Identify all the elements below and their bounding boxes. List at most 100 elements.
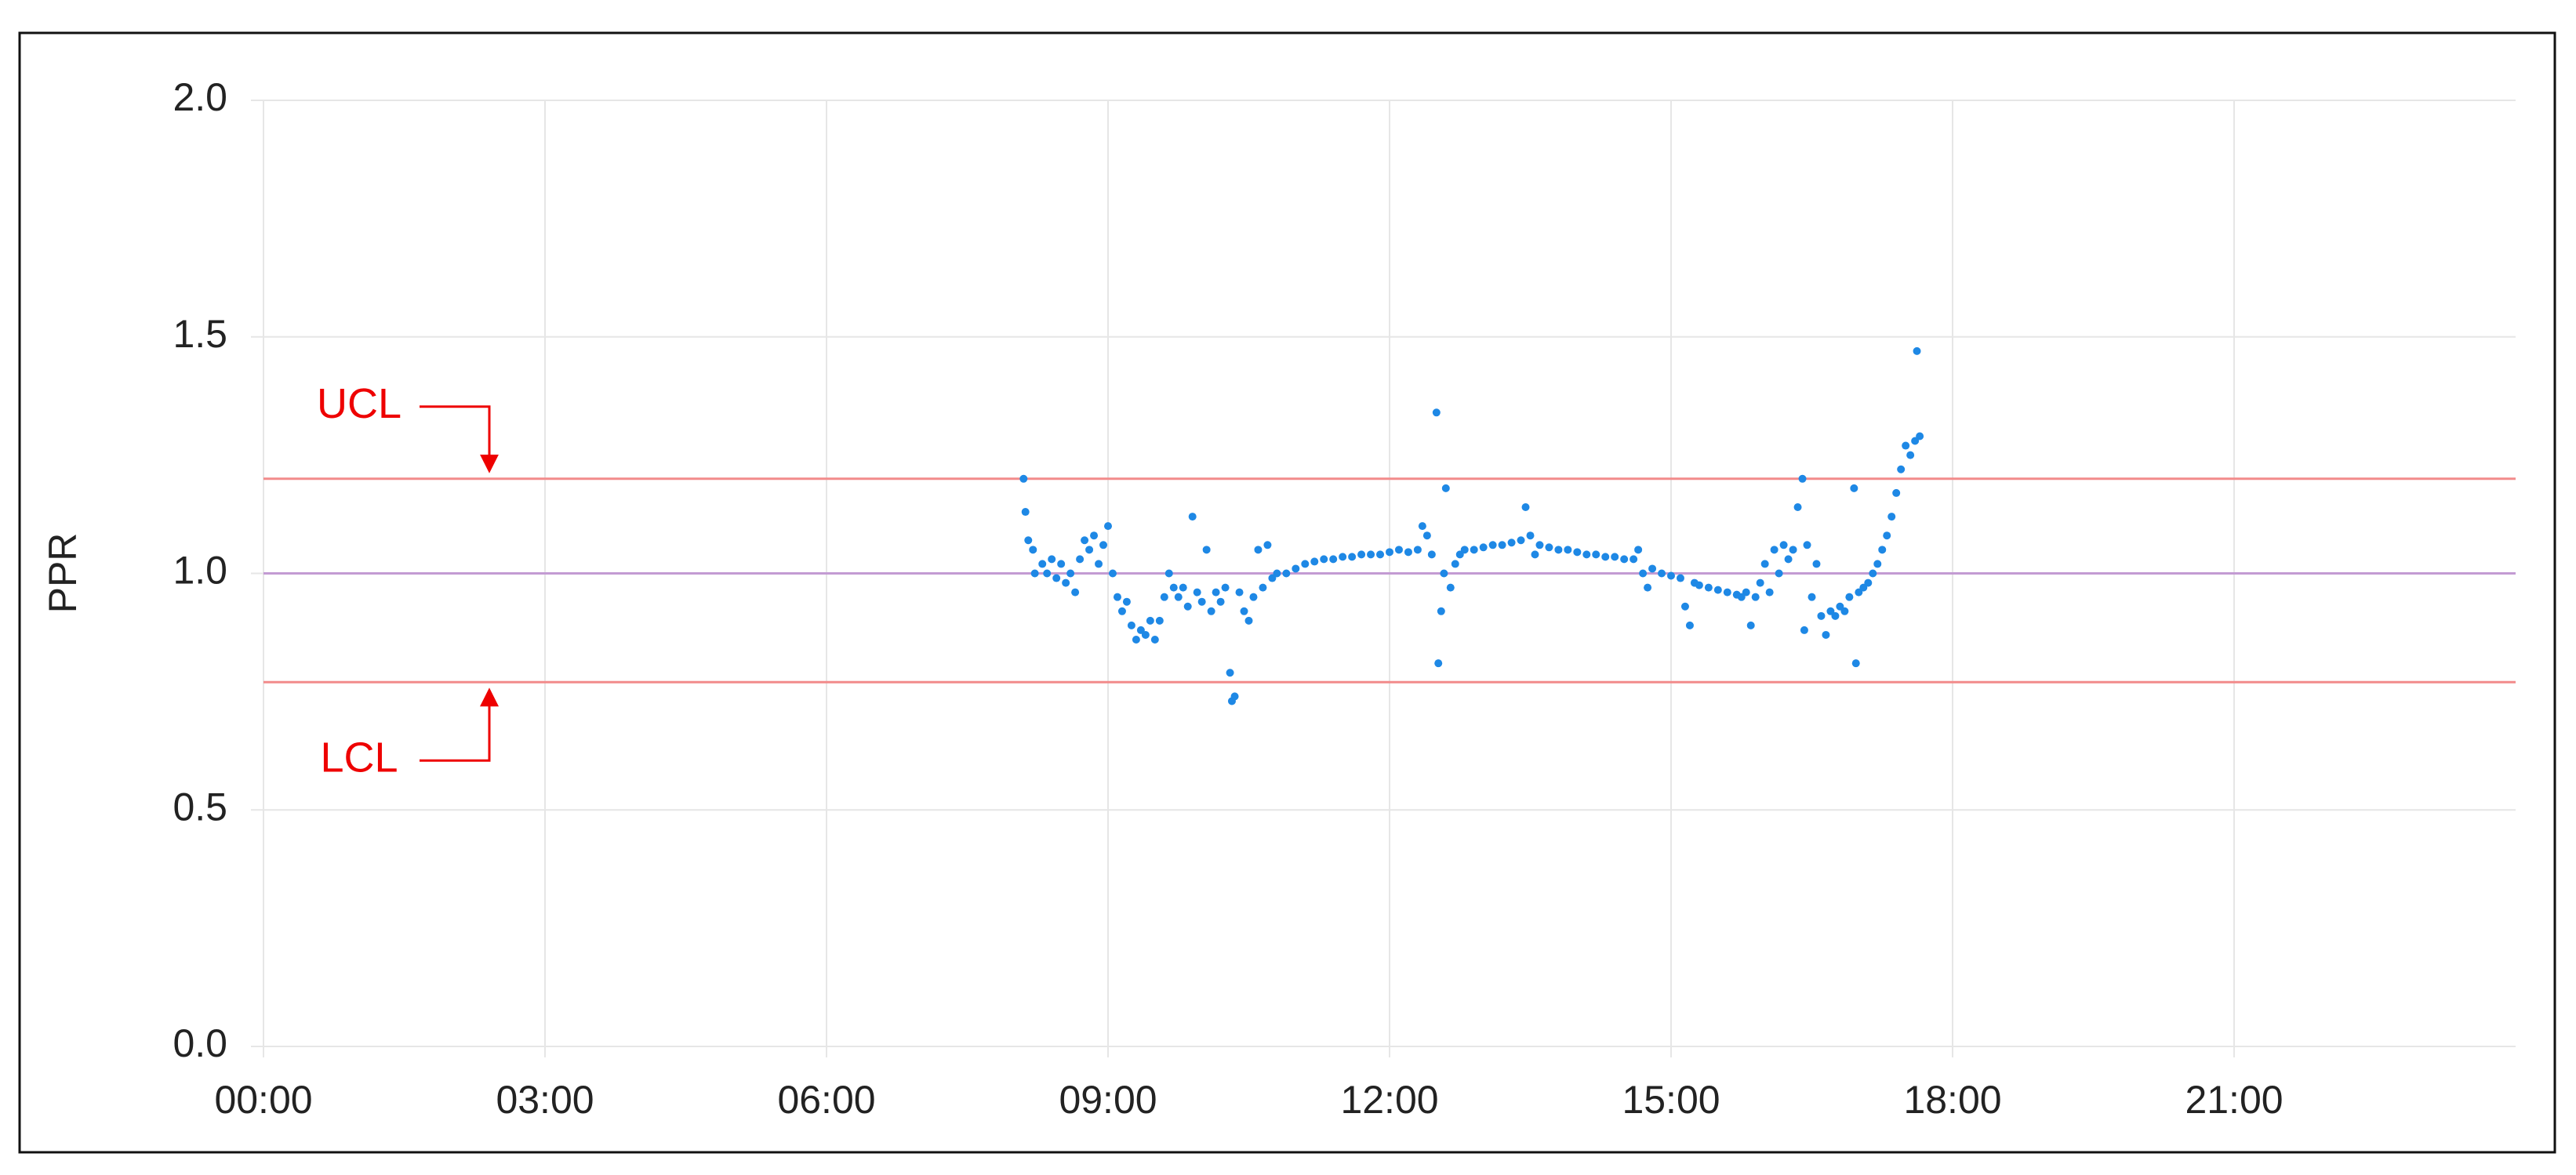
data-point [1030, 569, 1039, 578]
data-point [1789, 546, 1797, 554]
data-point [1207, 607, 1215, 615]
data-point [1117, 607, 1126, 615]
data-point [1437, 607, 1445, 615]
data-point [1348, 553, 1357, 561]
data-point [1249, 593, 1258, 601]
data-point [1756, 578, 1764, 587]
data-point [1066, 569, 1075, 578]
data-point [1535, 541, 1544, 549]
data-point [1422, 531, 1431, 540]
data-point [1470, 546, 1478, 554]
data-point [1216, 597, 1225, 606]
data-point [1052, 574, 1061, 582]
data-point [1169, 583, 1178, 592]
data-point [1765, 588, 1774, 597]
data-point [1695, 581, 1703, 589]
data-point [1850, 484, 1858, 492]
control-label: LCL [320, 734, 398, 782]
y-tick-label: 2.0 [173, 75, 227, 119]
data-point [1479, 543, 1488, 552]
data-point [1592, 550, 1600, 559]
y-tick-label: 0.0 [173, 1021, 227, 1065]
data-point [1644, 583, 1652, 592]
data-point [1413, 546, 1422, 554]
data-point [1746, 621, 1755, 629]
data-point [1212, 588, 1220, 597]
data-point [1851, 659, 1860, 668]
data-point [1174, 593, 1183, 601]
annotation-arrow [420, 687, 499, 762]
data-point [1531, 550, 1539, 559]
data-point [1713, 586, 1722, 594]
data-point [1521, 503, 1530, 512]
data-point [1221, 583, 1230, 592]
data-point [1160, 593, 1168, 601]
data-point [1150, 635, 1159, 644]
data-point [1897, 465, 1906, 473]
data-point [1775, 569, 1783, 578]
data-point [1193, 588, 1201, 597]
data-point [1076, 555, 1085, 564]
data-point [1601, 553, 1610, 561]
data-point [1197, 597, 1206, 606]
data-point [1498, 541, 1506, 549]
data-point [1658, 569, 1666, 578]
data-point [1446, 583, 1455, 592]
data-point [1202, 546, 1211, 554]
data-point [1723, 588, 1731, 597]
data-point [1273, 569, 1281, 578]
data-point [1845, 593, 1854, 601]
data-point [1235, 588, 1244, 597]
data-point [1840, 607, 1849, 615]
data-point [1517, 536, 1525, 545]
data-point [1122, 597, 1131, 606]
data-point [1113, 593, 1121, 601]
data-point [1404, 548, 1412, 557]
data-point [1916, 432, 1924, 441]
data-point [1913, 346, 1921, 355]
data-point [1812, 560, 1821, 568]
data-point [1878, 546, 1887, 554]
data-point [1240, 607, 1248, 615]
data-point [1630, 555, 1638, 564]
data-point [1545, 543, 1553, 552]
data-point [1742, 588, 1750, 597]
x-tick-label: 03:00 [496, 1078, 594, 1122]
data-point [1310, 557, 1319, 566]
data-point [1620, 555, 1629, 564]
data-point [1090, 531, 1099, 540]
data-point [1099, 541, 1108, 549]
x-tick-label: 21:00 [2185, 1078, 2283, 1122]
data-point [1573, 548, 1582, 557]
data-point [1043, 569, 1052, 578]
data-point [1770, 546, 1778, 554]
data-point [1108, 569, 1117, 578]
frame [18, 31, 2556, 1154]
data-point [1685, 621, 1694, 629]
data-point [1873, 560, 1882, 568]
data-point [1441, 484, 1450, 492]
data-point [1902, 441, 1910, 450]
data-point [1024, 536, 1033, 545]
data-point [1329, 555, 1338, 564]
data-point [1793, 503, 1802, 512]
data-point [1259, 583, 1267, 592]
data-point [1183, 602, 1192, 611]
data-point [1386, 548, 1393, 557]
x-tick-label: 06:00 [777, 1078, 875, 1122]
data-point [1019, 474, 1028, 483]
data-point [1418, 522, 1426, 531]
data-point [1357, 550, 1366, 559]
data-point [1263, 541, 1272, 549]
data-point [1282, 569, 1291, 578]
data-point [1254, 546, 1263, 554]
data-point [1460, 546, 1469, 554]
data-point [1760, 560, 1769, 568]
data-point [1301, 560, 1310, 568]
data-point [1339, 553, 1347, 561]
y-tick-label: 1.5 [173, 312, 227, 356]
data-point [1800, 626, 1808, 634]
annotation-arrow [420, 405, 499, 473]
y-tick-label: 0.5 [173, 785, 227, 829]
